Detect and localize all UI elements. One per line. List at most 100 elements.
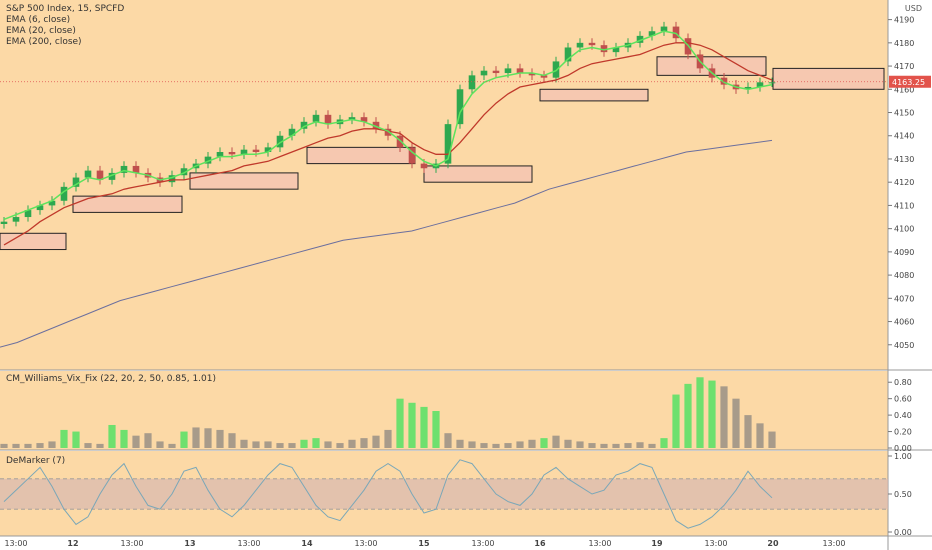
vix-bar [192,427,200,448]
candle-body [48,200,56,206]
price-tick-label: 4070 [894,294,914,303]
vix-bar [408,402,416,448]
vix-bar [144,433,152,448]
zone-box [539,88,649,102]
time-tick-label: 13:00 [354,539,377,548]
candle-body [576,42,584,48]
legend-ema200: EMA (200, close) [6,37,82,47]
vix-bar [12,443,20,448]
zone-box [306,146,416,165]
candle-body [588,42,596,46]
vix-bar [396,398,404,448]
price-tick-label: 4190 [894,16,914,25]
candle-body [36,205,44,211]
price-tick-label: 4090 [894,248,914,257]
candle-body [180,168,188,176]
vix-bar [732,398,740,448]
time-tick-label: 16 [534,539,546,548]
candle-body [324,114,332,125]
vix-bar [372,435,380,448]
vix-bar [132,435,140,448]
zone-box [423,165,533,183]
vix-bar [168,443,176,448]
demarker-tick-label: 1.00 [894,452,912,461]
candle-body [516,68,524,74]
candle-body [636,35,644,43]
candle-body [396,135,404,148]
vix-bar [456,439,464,448]
price-tick-label: 4160 [894,85,914,94]
vix-bar [684,383,692,448]
candle-body [564,47,572,62]
candle-body [96,170,104,180]
vix-bar [120,429,128,448]
zone-box [772,67,885,90]
vix-tick-label: 0.20 [894,428,912,437]
time-tick-label: 13:00 [588,539,611,548]
vix-bar [96,443,104,448]
time-tick-label: 13:00 [471,539,494,548]
vix-bar [216,429,224,448]
time-tick-label: 13 [184,539,195,548]
vix-bar [696,377,704,448]
vix-bar [180,431,188,448]
vix-bar [420,406,428,448]
vix-bar [36,443,44,448]
price-tick-label: 4100 [894,225,914,234]
legend-ema20: EMA (20, close) [6,26,76,36]
price-tick-label: 4130 [894,155,914,164]
vix-bar [576,441,584,448]
candle-body [744,86,752,90]
vix-bar [588,443,596,448]
vix-bar [228,433,236,448]
candle-body [504,68,512,74]
vix-tick-label: 0.80 [894,378,912,387]
time-tick-label: 13:00 [704,539,727,548]
vix-bar [744,415,752,448]
candle-body [264,147,272,152]
vix-bar [540,438,548,448]
vix-bar [432,411,440,448]
demarker-tick-label: 0.50 [894,490,912,499]
candle-body [672,26,680,39]
candle-body [384,128,392,136]
candle-body [444,124,452,164]
candle-body [540,75,548,78]
candle-body [288,128,296,136]
time-tick-label: 14 [301,539,313,548]
candle-body [768,82,776,84]
candle-body [528,73,536,76]
price-tick-label: 4140 [894,132,914,141]
vix-tick-label: 0.40 [894,411,912,420]
vix-bar [516,441,524,448]
candle-body [552,61,560,78]
time-tick-label: 12 [67,539,78,548]
candle-body [612,47,620,53]
time-tick-label: 15 [418,539,430,548]
vix-bar [288,443,296,448]
vix-bar [468,441,476,448]
legend-ema6: EMA (6, close) [6,15,71,25]
currency-label: USD [904,4,922,13]
candle-body [0,221,8,224]
time-tick-label: 13:00 [822,539,845,548]
candle-body [216,152,224,157]
price-tick-label: 4180 [894,39,914,48]
chart-legend: S&P 500 Index, 15, SPCFD EMA (6, close) … [6,4,124,48]
vix-bar [84,443,92,448]
price-tick-label: 4170 [894,62,914,71]
vix-tick-label: 0.00 [894,444,912,453]
vix-bar [528,439,536,448]
candle-body [456,89,464,125]
demarker-line [3,459,773,529]
candle-body [60,186,68,201]
candle-body [408,147,416,164]
vix-bar [480,443,488,448]
ema6-line [3,30,773,221]
candle-body [240,149,248,155]
candle-body [756,82,764,87]
vix-bar [60,429,68,448]
candle-body [108,172,116,180]
time-tick-label: 13:00 [4,539,27,548]
